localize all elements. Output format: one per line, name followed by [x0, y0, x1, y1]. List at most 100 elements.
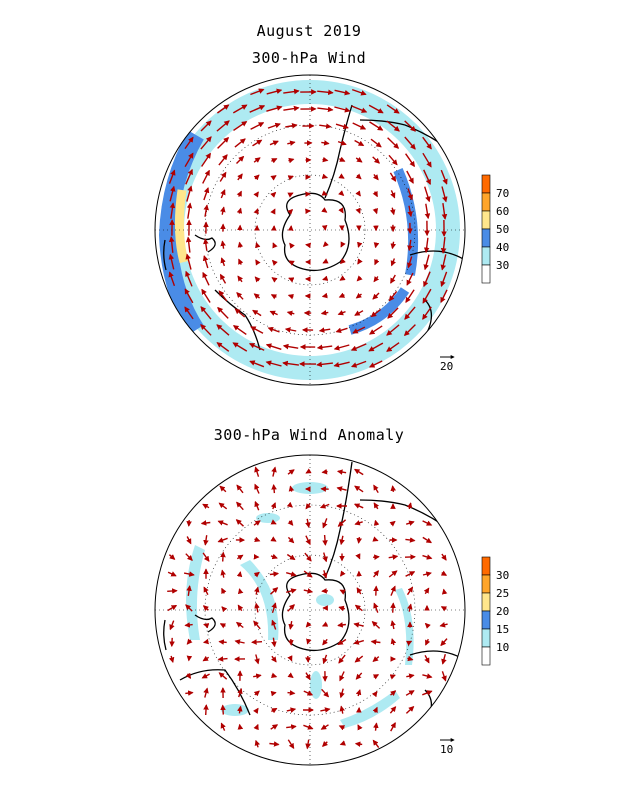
wind-vector: [338, 190, 345, 197]
wind-vector: [286, 724, 297, 730]
wind-vector: [253, 571, 260, 578]
wind-vector: [403, 324, 416, 337]
wind-vector: [424, 654, 430, 664]
wind-vector: [372, 536, 379, 542]
wind-vector: [338, 605, 345, 612]
wind-vector: [283, 105, 300, 112]
wind-vector: [305, 621, 312, 628]
wind-vector: [249, 105, 266, 113]
wind-vector: [335, 327, 348, 333]
wind-vector: [201, 152, 211, 167]
wind-vector: [305, 535, 311, 546]
wind-vector: [287, 739, 295, 749]
wind-vector: [321, 621, 329, 627]
wind-vector: [287, 469, 295, 475]
wind-vector: [424, 203, 431, 220]
wind-vector: [287, 519, 294, 526]
wind-vector: [219, 485, 227, 493]
wind-vector: [422, 554, 433, 560]
wind-vector: [339, 156, 346, 162]
wind-vector: [439, 622, 448, 628]
wind-vector: [287, 690, 296, 696]
bottom-graticule: [155, 455, 465, 765]
wind-vector: [217, 520, 228, 526]
wind-vector: [254, 654, 260, 665]
wind-vector: [354, 485, 364, 493]
wind-vector: [322, 156, 329, 163]
wind-vector: [373, 502, 380, 510]
wind-vector: [306, 638, 312, 645]
wind-vector: [338, 207, 344, 214]
wind-vector: [265, 343, 282, 350]
bottom-reference-vector: 10: [440, 738, 455, 756]
wind-vector: [389, 520, 396, 527]
wind-vector: [287, 208, 294, 215]
wind-vector: [220, 257, 226, 267]
wind-vector: [249, 360, 265, 368]
wind-vector: [322, 638, 328, 646]
wind-vector: [386, 342, 400, 352]
wind-vector: [356, 275, 363, 282]
wind-vector: [203, 187, 210, 201]
wind-vector: [316, 344, 333, 351]
wind-vector: [237, 588, 244, 595]
wind-vector: [373, 722, 379, 731]
wind-vector: [353, 639, 364, 645]
wind-vector: [440, 606, 448, 612]
wind-vector: [354, 655, 364, 663]
wind-vector: [356, 587, 363, 595]
wind-vector: [282, 343, 299, 350]
wind-vector: [284, 327, 297, 333]
wind-vector: [216, 342, 230, 352]
wind-vector: [404, 306, 416, 320]
wind-vector: [217, 306, 229, 319]
wind-vector: [405, 520, 415, 526]
wind-vector: [355, 689, 362, 697]
wind-vector: [186, 638, 193, 645]
wind-vector: [202, 605, 209, 612]
bottom-wind-anomaly-vectors: [167, 466, 448, 750]
wind-vector: [236, 484, 244, 494]
wind-vector: [219, 623, 227, 629]
wind-vector: [236, 554, 244, 561]
wind-vector: [373, 276, 380, 283]
wind-vector: [390, 638, 397, 646]
top-colorbar-tick: 50: [496, 223, 509, 236]
wind-vector: [390, 722, 396, 732]
wind-vector: [271, 483, 277, 494]
wind-vector: [339, 688, 345, 699]
wind-vector: [234, 138, 246, 148]
wind-vector: [321, 190, 328, 196]
wind-vector: [423, 237, 430, 254]
top-colorbar-tick: 70: [496, 187, 509, 200]
wind-vector: [270, 724, 279, 730]
wind-vector: [372, 156, 380, 164]
top-colorbar-tick: 40: [496, 241, 509, 254]
wind-vector: [167, 604, 178, 612]
wind-vector: [422, 306, 432, 320]
wind-vector: [271, 259, 278, 266]
wind-vector: [322, 275, 329, 281]
wind-vector: [217, 136, 230, 149]
wind-vector: [254, 276, 261, 283]
wind-vector: [440, 289, 448, 304]
wind-vector: [369, 121, 384, 131]
wind-vector: [407, 603, 413, 612]
wind-vector: [406, 673, 415, 679]
wind-vector: [390, 241, 396, 250]
wind-vector: [250, 88, 265, 96]
wind-vector: [167, 588, 178, 594]
wind-vector: [253, 673, 262, 679]
wind-vector: [200, 120, 212, 132]
wind-vector: [339, 258, 346, 265]
wind-vector: [407, 239, 413, 252]
wind-vector: [200, 136, 212, 150]
wind-vector: [337, 638, 347, 646]
wind-vector: [404, 120, 416, 132]
wind-vector: [319, 503, 330, 509]
wind-vector: [169, 185, 176, 202]
wind-vector: [220, 240, 226, 249]
wind-vector: [405, 289, 415, 303]
wind-vector: [285, 123, 298, 129]
wind-vector: [441, 588, 448, 595]
